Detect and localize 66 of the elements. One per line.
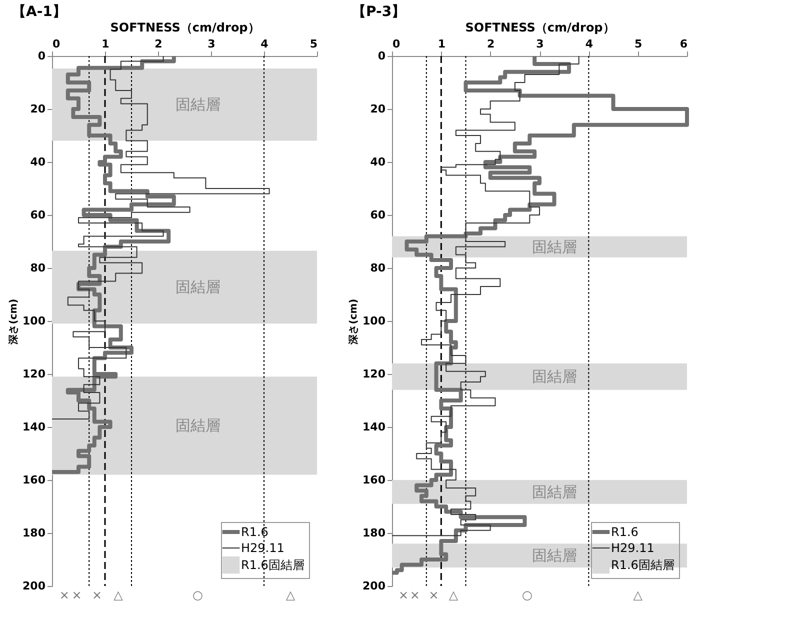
y-tick-label: 100 bbox=[22, 314, 46, 328]
y-tick-label: 140 bbox=[22, 420, 46, 434]
text: × bbox=[428, 588, 439, 602]
legend-label: R1.6 bbox=[241, 525, 268, 539]
band-label: 固結層 bbox=[175, 416, 220, 435]
x-tick-label: 5 bbox=[634, 38, 642, 50]
text: × bbox=[59, 588, 70, 602]
y-tick-label: 60 bbox=[370, 208, 386, 222]
text: × bbox=[398, 588, 409, 602]
x-tick-label: 3 bbox=[208, 38, 216, 50]
y-tick-label: 80 bbox=[370, 262, 386, 274]
x-tick-label: 2 bbox=[154, 38, 162, 50]
y-tick-label: 160 bbox=[362, 474, 386, 486]
y-tick-label: 120 bbox=[22, 368, 46, 380]
x-tick-label: 1 bbox=[102, 38, 110, 50]
text: △ bbox=[448, 588, 459, 602]
y-tick-label: 160 bbox=[22, 474, 46, 486]
y-axis-title: 深さ(cm) bbox=[8, 298, 20, 346]
text: × bbox=[410, 588, 420, 602]
text: ○ bbox=[522, 588, 532, 602]
legend-label: H29.11 bbox=[611, 541, 654, 555]
text: △ bbox=[633, 588, 644, 602]
y-tick-label: 200 bbox=[362, 580, 386, 592]
band-label: 固結層 bbox=[532, 368, 577, 386]
x-axis-title: SOFTNESS（cm/drop） bbox=[465, 20, 615, 34]
y-tick-label: 40 bbox=[30, 156, 46, 168]
band-label: 固結層 bbox=[532, 238, 577, 256]
annotation: R1.6固結層 bbox=[611, 558, 674, 572]
chart-title: 【A-1】 bbox=[12, 4, 66, 20]
text: ○ bbox=[192, 588, 203, 602]
text: △ bbox=[286, 588, 296, 602]
y-tick-label: 40 bbox=[370, 156, 386, 168]
y-tick-label: 200 bbox=[22, 580, 46, 592]
y-tick-label: 60 bbox=[30, 208, 46, 222]
y-tick-label: 180 bbox=[362, 526, 386, 540]
y-tick-label: 0 bbox=[38, 50, 46, 62]
y-tick-label: 80 bbox=[30, 262, 46, 274]
x-tick-label: 0 bbox=[52, 38, 60, 50]
y-tick-label: 120 bbox=[362, 368, 386, 380]
y-tick-label: 20 bbox=[370, 102, 386, 116]
y-tick-label: 0 bbox=[378, 50, 386, 62]
text: × bbox=[72, 588, 82, 602]
y-tick-label: 100 bbox=[362, 314, 386, 328]
x-tick-label: 4 bbox=[585, 38, 594, 50]
y-axis-title: 深さ(cm) bbox=[348, 298, 360, 346]
legend-label: H29.11 bbox=[241, 541, 284, 555]
legend-label: R1.6 bbox=[611, 525, 638, 539]
chart-title: 【P-3】 bbox=[352, 4, 406, 20]
y-tick-label: 180 bbox=[22, 526, 46, 540]
text: △ bbox=[114, 588, 124, 602]
x-tick-label: 3 bbox=[536, 38, 544, 50]
band-label: 固結層 bbox=[532, 482, 577, 501]
annotation: R1.6固結層 bbox=[241, 558, 304, 572]
band-label: 固結層 bbox=[175, 278, 220, 296]
text: × bbox=[92, 588, 102, 602]
x-tick-label: 5 bbox=[310, 38, 318, 50]
x-tick-label: 1 bbox=[438, 38, 446, 50]
x-tick-label: 0 bbox=[392, 38, 400, 50]
y-tick-label: 20 bbox=[30, 102, 46, 116]
y-tick-label: 140 bbox=[362, 420, 386, 434]
x-tick-label: 2 bbox=[487, 38, 495, 50]
x-tick-label: 4 bbox=[260, 38, 269, 50]
x-axis-title: SOFTNESS（cm/drop） bbox=[110, 20, 260, 34]
x-tick-label: 6 bbox=[680, 38, 688, 50]
band-label: 固結層 bbox=[532, 546, 577, 565]
band-label: 固結層 bbox=[175, 96, 220, 114]
